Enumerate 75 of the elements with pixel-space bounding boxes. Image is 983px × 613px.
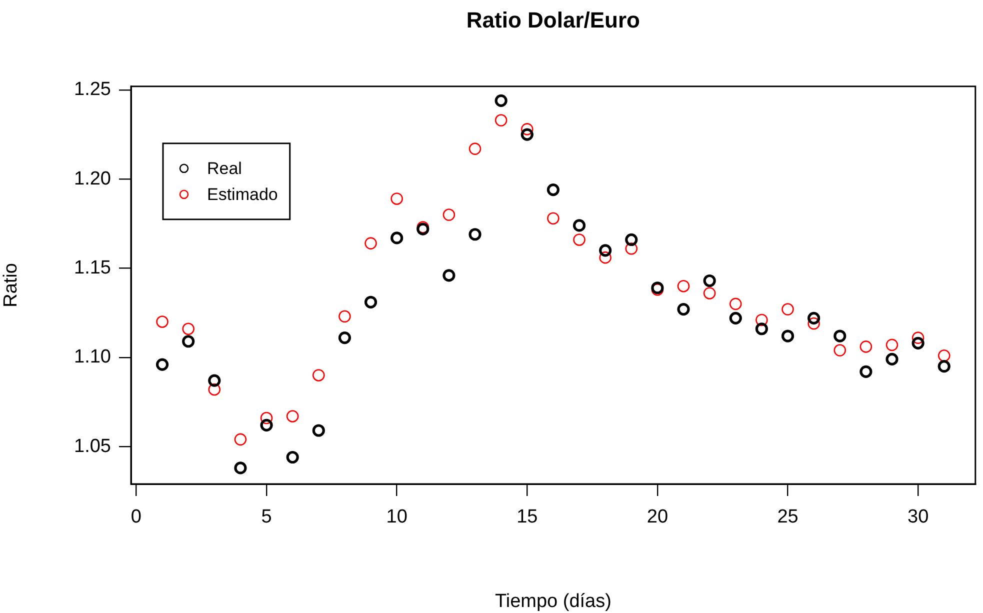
point (625, 233, 638, 246)
point (860, 365, 872, 378)
point (182, 322, 194, 336)
point (312, 424, 325, 437)
point (729, 312, 742, 324)
legend-label: Real (207, 159, 242, 178)
point (886, 352, 898, 366)
y-tick-label: 1.25 (74, 79, 111, 100)
x-axis-title: Tiempo (días) (494, 590, 612, 612)
point (312, 369, 325, 382)
point (756, 314, 768, 326)
point (834, 344, 846, 356)
x-tick-label: 15 (516, 506, 538, 528)
point (182, 335, 195, 348)
point (703, 287, 716, 300)
point (156, 358, 169, 371)
point (677, 302, 690, 316)
point (808, 312, 820, 324)
x-tick-label: 5 (261, 506, 272, 528)
point (677, 280, 690, 292)
point (494, 114, 508, 126)
point (338, 310, 351, 323)
point (364, 296, 378, 308)
point (755, 322, 768, 336)
point (442, 208, 456, 221)
point (625, 242, 638, 255)
point (286, 450, 299, 464)
legend-label: Estimado (207, 185, 278, 204)
point (781, 330, 794, 342)
point (860, 340, 872, 353)
point (729, 298, 742, 310)
point (520, 128, 534, 141)
point (834, 330, 846, 342)
point (260, 418, 273, 432)
x-tick-label: 25 (777, 506, 798, 528)
y-axis-title: Ratio (0, 263, 22, 308)
point (808, 317, 820, 330)
point (390, 232, 404, 244)
y-tick-label: 1.05 (74, 436, 111, 457)
point (912, 336, 924, 350)
point (547, 212, 560, 224)
point (938, 360, 950, 373)
point (390, 192, 403, 205)
point (599, 251, 612, 264)
y-tick-label: 1.10 (74, 346, 111, 368)
point (599, 244, 612, 257)
point (234, 433, 247, 446)
point (364, 237, 377, 250)
x-tick-label: 30 (907, 506, 929, 528)
y-tick-label: 1.15 (74, 257, 111, 278)
point (468, 228, 482, 241)
point (520, 123, 534, 136)
point (703, 274, 716, 288)
point (546, 184, 560, 196)
x-tick-label: 10 (386, 506, 408, 528)
point (260, 412, 273, 424)
chart-title: Ratio Dolar/Euro (466, 7, 640, 32)
point (572, 219, 586, 232)
point (208, 383, 221, 396)
point (494, 94, 508, 107)
point (912, 332, 924, 344)
point (442, 269, 456, 282)
point (286, 410, 299, 422)
point (234, 462, 247, 474)
point (468, 142, 482, 155)
point (782, 303, 794, 316)
point (338, 332, 352, 344)
point (938, 349, 950, 362)
point (886, 338, 898, 352)
point (208, 374, 221, 387)
x-tick-label: 0 (130, 506, 142, 528)
y-tick-label: 1.20 (74, 168, 111, 190)
point (573, 234, 586, 246)
point (156, 316, 168, 328)
x-tick-label: 20 (646, 506, 668, 528)
